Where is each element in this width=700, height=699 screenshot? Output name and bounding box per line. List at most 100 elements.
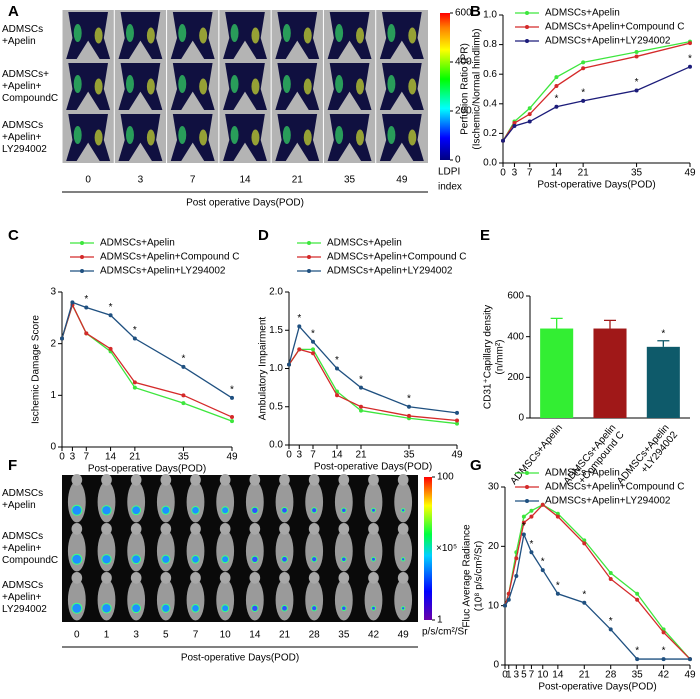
x-tick-label: 7 [527, 168, 533, 179]
series-line [61, 301, 233, 399]
x-tick-label: 14 [105, 452, 117, 463]
x-tick-label: 49 [451, 450, 463, 461]
mouse-body [275, 579, 294, 621]
perfusion-spot [387, 74, 396, 93]
signal-spot [311, 507, 318, 514]
data-point [529, 550, 534, 555]
series-line [504, 503, 691, 660]
data-point [359, 385, 363, 390]
mouse-head [249, 523, 261, 535]
signal-spot [371, 556, 376, 562]
signal-spot [71, 602, 83, 614]
perfusion-spot [251, 27, 260, 44]
mouse-body [156, 579, 175, 621]
signal-spot [101, 505, 112, 516]
mouse-body [67, 530, 86, 572]
y-tick-label: 0.2 [483, 128, 497, 139]
signal-spot [131, 505, 142, 516]
x-tick-label: 21 [129, 452, 141, 463]
signal-spot [311, 605, 318, 612]
mouse-body [305, 530, 324, 572]
legend-marker [525, 485, 529, 489]
x-tick-label: 3 [297, 450, 303, 461]
legend-label: ADMSCs+Apelin [100, 238, 175, 249]
data-point [181, 364, 186, 369]
data-point [512, 121, 517, 126]
mouse-head [397, 523, 409, 535]
perfusion-spot [282, 74, 291, 93]
x-tick-label: 14 [552, 670, 564, 681]
mouse-body [216, 579, 235, 621]
legend-marker [80, 255, 84, 259]
perfusion-spot [230, 74, 239, 93]
column-label: 35 [344, 175, 356, 186]
column-label: 7 [190, 175, 196, 186]
data-point [181, 401, 186, 406]
significance-star: * [311, 328, 315, 339]
perfusion-spot [303, 27, 312, 44]
row-label: LY294002 [2, 144, 47, 155]
x-tick-label: 3 [70, 452, 76, 463]
data-point [634, 54, 639, 59]
x-tick-label: 0 [59, 452, 65, 463]
perfusion-spot [356, 129, 365, 146]
data-point [688, 657, 692, 662]
mouse-head [219, 474, 231, 486]
significance-star: * [554, 93, 558, 104]
data-point [60, 336, 64, 341]
limb-image [327, 63, 372, 110]
data-point [506, 597, 511, 602]
x-axis-label: Post-operative Days(POD) [314, 462, 432, 473]
panel-letter: A [8, 3, 19, 20]
colorbar-tick-label: 1 [437, 615, 443, 626]
limb-image [66, 114, 111, 161]
y-tick-label: 0 [50, 442, 56, 453]
data-point [230, 395, 234, 400]
legend-marker [307, 255, 311, 259]
mouse-body [394, 481, 413, 523]
x-tick-label: 1 [506, 670, 512, 681]
column-label: 3 [138, 175, 144, 186]
perfusion-spot [178, 23, 187, 42]
mouse-head [71, 523, 83, 535]
data-point [230, 415, 234, 420]
series-line [288, 325, 458, 414]
legend-label: ADMSCs+Apelin+Compound C [100, 252, 240, 263]
data-point [512, 124, 517, 128]
column-label: 42 [368, 630, 380, 641]
signal-spot [371, 507, 376, 513]
perfusion-spot [356, 78, 365, 95]
perfusion-spot [125, 125, 134, 144]
legend-label: ADMSCs+Apelin+LY294002 [545, 496, 671, 507]
series-line [502, 41, 691, 142]
row-label: +Apelin+ [2, 592, 42, 603]
mouse-head [368, 474, 379, 486]
mouse-head [160, 572, 172, 584]
significance-star: * [541, 557, 545, 568]
mouse-head [279, 572, 290, 584]
signal-spot [101, 554, 112, 565]
x-tick-label: 35 [178, 452, 190, 463]
significance-star: * [662, 646, 666, 657]
x-tick-label: 49 [226, 452, 238, 463]
data-point [661, 630, 666, 635]
row-label: ADMSCs+ [2, 69, 49, 80]
limb-image [66, 63, 111, 110]
perfusion-spot [94, 27, 103, 44]
signal-spot [400, 557, 406, 562]
bar [646, 346, 680, 418]
mouse-head [338, 523, 350, 535]
limb-image [118, 114, 163, 161]
perfusion-spot [199, 129, 208, 146]
row-label: +Apelin+ [2, 543, 42, 554]
row-label: +Apelin [2, 36, 36, 47]
row-label: ADMSCs [2, 120, 43, 131]
perfusion-spot [73, 125, 82, 144]
signal-spot [191, 505, 200, 515]
significance-star: * [335, 355, 339, 366]
mouse-body [127, 579, 146, 621]
data-point [581, 98, 586, 103]
data-point [181, 393, 186, 398]
row-label: +Apelin [2, 500, 36, 511]
data-point [527, 106, 532, 111]
